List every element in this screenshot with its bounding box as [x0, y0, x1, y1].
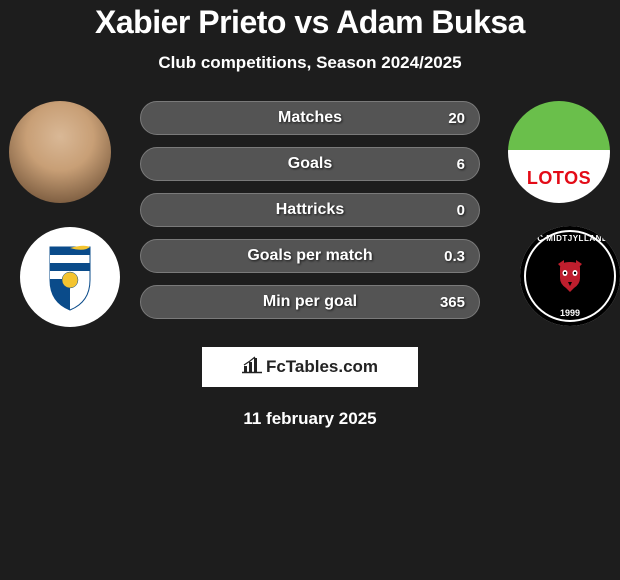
club-right-badge: FC MIDTJYLLAND 1999 — [520, 226, 620, 326]
fctables-logo: FcTables.com — [202, 347, 418, 387]
stat-label: Min per goal — [263, 293, 357, 311]
midtjylland-top-text: FC MIDTJYLLAND — [532, 234, 608, 243]
comparison-section: LOTOS FC MIDTJYLLAND — [0, 101, 620, 429]
fctables-text: FcTables.com — [266, 357, 378, 377]
sociedad-crest-icon — [40, 242, 100, 312]
stat-right-value: 365 — [440, 294, 465, 311]
root-container: Xabier Prieto vs Adam Buksa Club competi… — [0, 0, 620, 580]
stat-row-matches: Matches 20 — [140, 101, 480, 135]
stat-label: Matches — [278, 109, 342, 127]
player-right-avatar: LOTOS — [508, 101, 610, 203]
player-left-avatar — [9, 101, 111, 203]
chart-icon — [242, 356, 262, 379]
lotos-placeholder: LOTOS — [508, 101, 610, 203]
stats-list: Matches 20 Goals 6 Hattricks 0 Goals per… — [140, 101, 480, 319]
stat-row-min-per-goal: Min per goal 365 — [140, 285, 480, 319]
stat-row-goals: Goals 6 — [140, 147, 480, 181]
stat-right-value: 0.3 — [444, 248, 465, 265]
subtitle: Club competitions, Season 2024/2025 — [0, 53, 620, 73]
stat-right-value: 20 — [448, 110, 465, 127]
stat-row-hattricks: Hattricks 0 — [140, 193, 480, 227]
midtjylland-badge-placeholder: FC MIDTJYLLAND 1999 — [520, 226, 620, 326]
club-left-badge — [20, 227, 120, 327]
date-text: 11 february 2025 — [0, 409, 620, 429]
sociedad-badge-placeholder — [20, 227, 120, 327]
stat-right-value: 6 — [457, 156, 465, 173]
stat-row-goals-per-match: Goals per match 0.3 — [140, 239, 480, 273]
page-title: Xabier Prieto vs Adam Buksa — [0, 4, 620, 41]
stat-label: Goals per match — [247, 247, 372, 265]
stat-label: Hattricks — [276, 201, 344, 219]
stat-label: Goals — [288, 155, 332, 173]
lotos-text: LOTOS — [508, 168, 610, 189]
avatar-face-placeholder — [9, 101, 111, 203]
midtjylland-year: 1999 — [560, 308, 580, 318]
stat-right-value: 0 — [457, 202, 465, 219]
